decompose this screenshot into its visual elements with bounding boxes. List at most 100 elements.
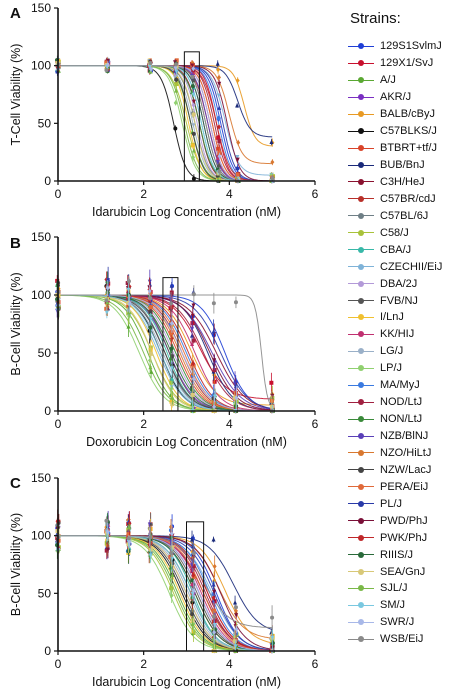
- data-points: [55, 509, 276, 654]
- y-tick-label: 100: [31, 59, 51, 73]
- data-point: [235, 165, 240, 171]
- fit-curve: [58, 65, 273, 182]
- legend-item: 129X1/SvJ: [346, 55, 442, 72]
- data-point: [216, 93, 221, 99]
- data-point: [217, 169, 222, 174]
- x-tick-label: 4: [226, 657, 233, 671]
- y-tick-label: 150: [31, 1, 51, 15]
- legend-marker: [346, 194, 376, 204]
- legend-marker: [346, 397, 376, 407]
- data-point: [190, 594, 195, 599]
- legend-item: 129S1SvlmJ: [346, 38, 442, 55]
- data-point: [191, 99, 196, 105]
- legend-marker: [346, 583, 376, 593]
- fit-curve: [58, 65, 273, 182]
- data-point: [127, 309, 132, 315]
- fit-curve: [58, 65, 273, 182]
- data-point: [173, 100, 178, 106]
- legend-marker: [346, 160, 376, 170]
- data-point: [216, 163, 221, 168]
- legend-item: BUB/BnJ: [346, 157, 442, 174]
- data-point: [234, 395, 239, 401]
- data-point: [127, 539, 132, 545]
- fit-curve: [58, 65, 273, 182]
- data-point: [217, 105, 222, 110]
- data-point: [191, 338, 196, 343]
- y-tick-label: 50: [38, 346, 52, 360]
- data-point: [105, 529, 110, 535]
- legend-marker: [346, 600, 376, 610]
- fit-curve: [58, 65, 273, 182]
- legend-item: NZW/LacJ: [346, 461, 442, 478]
- x-tick-label: 6: [312, 657, 319, 671]
- legend-label: RIIIS/J: [380, 548, 414, 561]
- fit-curve: [58, 65, 273, 182]
- data-point: [127, 524, 132, 530]
- legend: 129S1SvlmJ 129X1/SvJ A/J AKR/J BALB/cByJ C57B…: [346, 38, 442, 648]
- data-point: [104, 298, 109, 303]
- legend-label: PWK/PhJ: [380, 531, 428, 544]
- fit-curve: [58, 65, 273, 182]
- data-point: [169, 593, 174, 599]
- legend-marker: [346, 482, 376, 492]
- legend-item: I/LnJ: [346, 309, 442, 326]
- legend-label: SWR/J: [380, 616, 415, 629]
- data-point: [191, 371, 196, 377]
- fit-curve: [58, 65, 273, 147]
- x-tick-label: 0: [55, 657, 62, 671]
- data-point: [148, 61, 153, 66]
- data-point: [235, 78, 240, 84]
- legend-item: NZB/BlNJ: [346, 428, 442, 445]
- legend-item: C57BLKS/J: [346, 123, 442, 140]
- data-point: [269, 404, 274, 409]
- data-point: [235, 103, 240, 108]
- legend-label: C57BR/cdJ: [380, 192, 436, 205]
- data-point: [104, 60, 109, 65]
- data-point: [217, 81, 222, 87]
- data-point: [169, 366, 174, 371]
- y-tick-label: 100: [31, 288, 51, 302]
- y-tick-label: 0: [44, 174, 51, 188]
- data-point: [191, 572, 196, 578]
- panel-label: B: [10, 235, 21, 252]
- fit-curve: [58, 65, 273, 182]
- data-point: [212, 404, 217, 410]
- fit-curve: [58, 65, 273, 182]
- data-point: [270, 615, 275, 620]
- data-point: [170, 395, 175, 400]
- fit-curve: [58, 65, 273, 138]
- legend-item: NZO/HiLtJ: [346, 445, 442, 462]
- data-point: [148, 317, 153, 322]
- fit-curve: [58, 65, 273, 182]
- legend-label: AKR/J: [380, 91, 412, 104]
- data-point: [212, 629, 217, 635]
- data-point: [148, 351, 153, 356]
- data-point: [126, 324, 131, 329]
- legend-marker: [346, 516, 376, 526]
- legend-label: BTBRT+tf/J: [380, 142, 437, 155]
- data-point: [191, 176, 196, 181]
- legend-item: PERA/EiJ: [346, 478, 442, 495]
- legend-marker: [346, 346, 376, 356]
- data-point: [234, 613, 239, 618]
- fit-curve: [58, 65, 273, 165]
- data-point: [233, 383, 238, 388]
- legend-item: A/J: [346, 72, 442, 89]
- y-tick-label: 150: [31, 471, 51, 485]
- data-point: [211, 537, 216, 542]
- legend-marker: [346, 177, 376, 187]
- legend-marker: [346, 109, 376, 119]
- y-tick-label: 150: [31, 230, 51, 244]
- legend-marker: [346, 228, 376, 238]
- fit-curve: [58, 535, 273, 629]
- y-tick-label: 50: [38, 586, 52, 600]
- fit-curve: [58, 65, 273, 176]
- legend-label: KK/HIJ: [380, 328, 415, 341]
- panel-label: A: [10, 5, 21, 22]
- data-point: [148, 310, 153, 315]
- data-point: [190, 581, 195, 587]
- data-point: [126, 279, 131, 284]
- data-point: [233, 605, 238, 610]
- data-point: [127, 520, 132, 526]
- legend-item: BALB/cByJ: [346, 106, 442, 123]
